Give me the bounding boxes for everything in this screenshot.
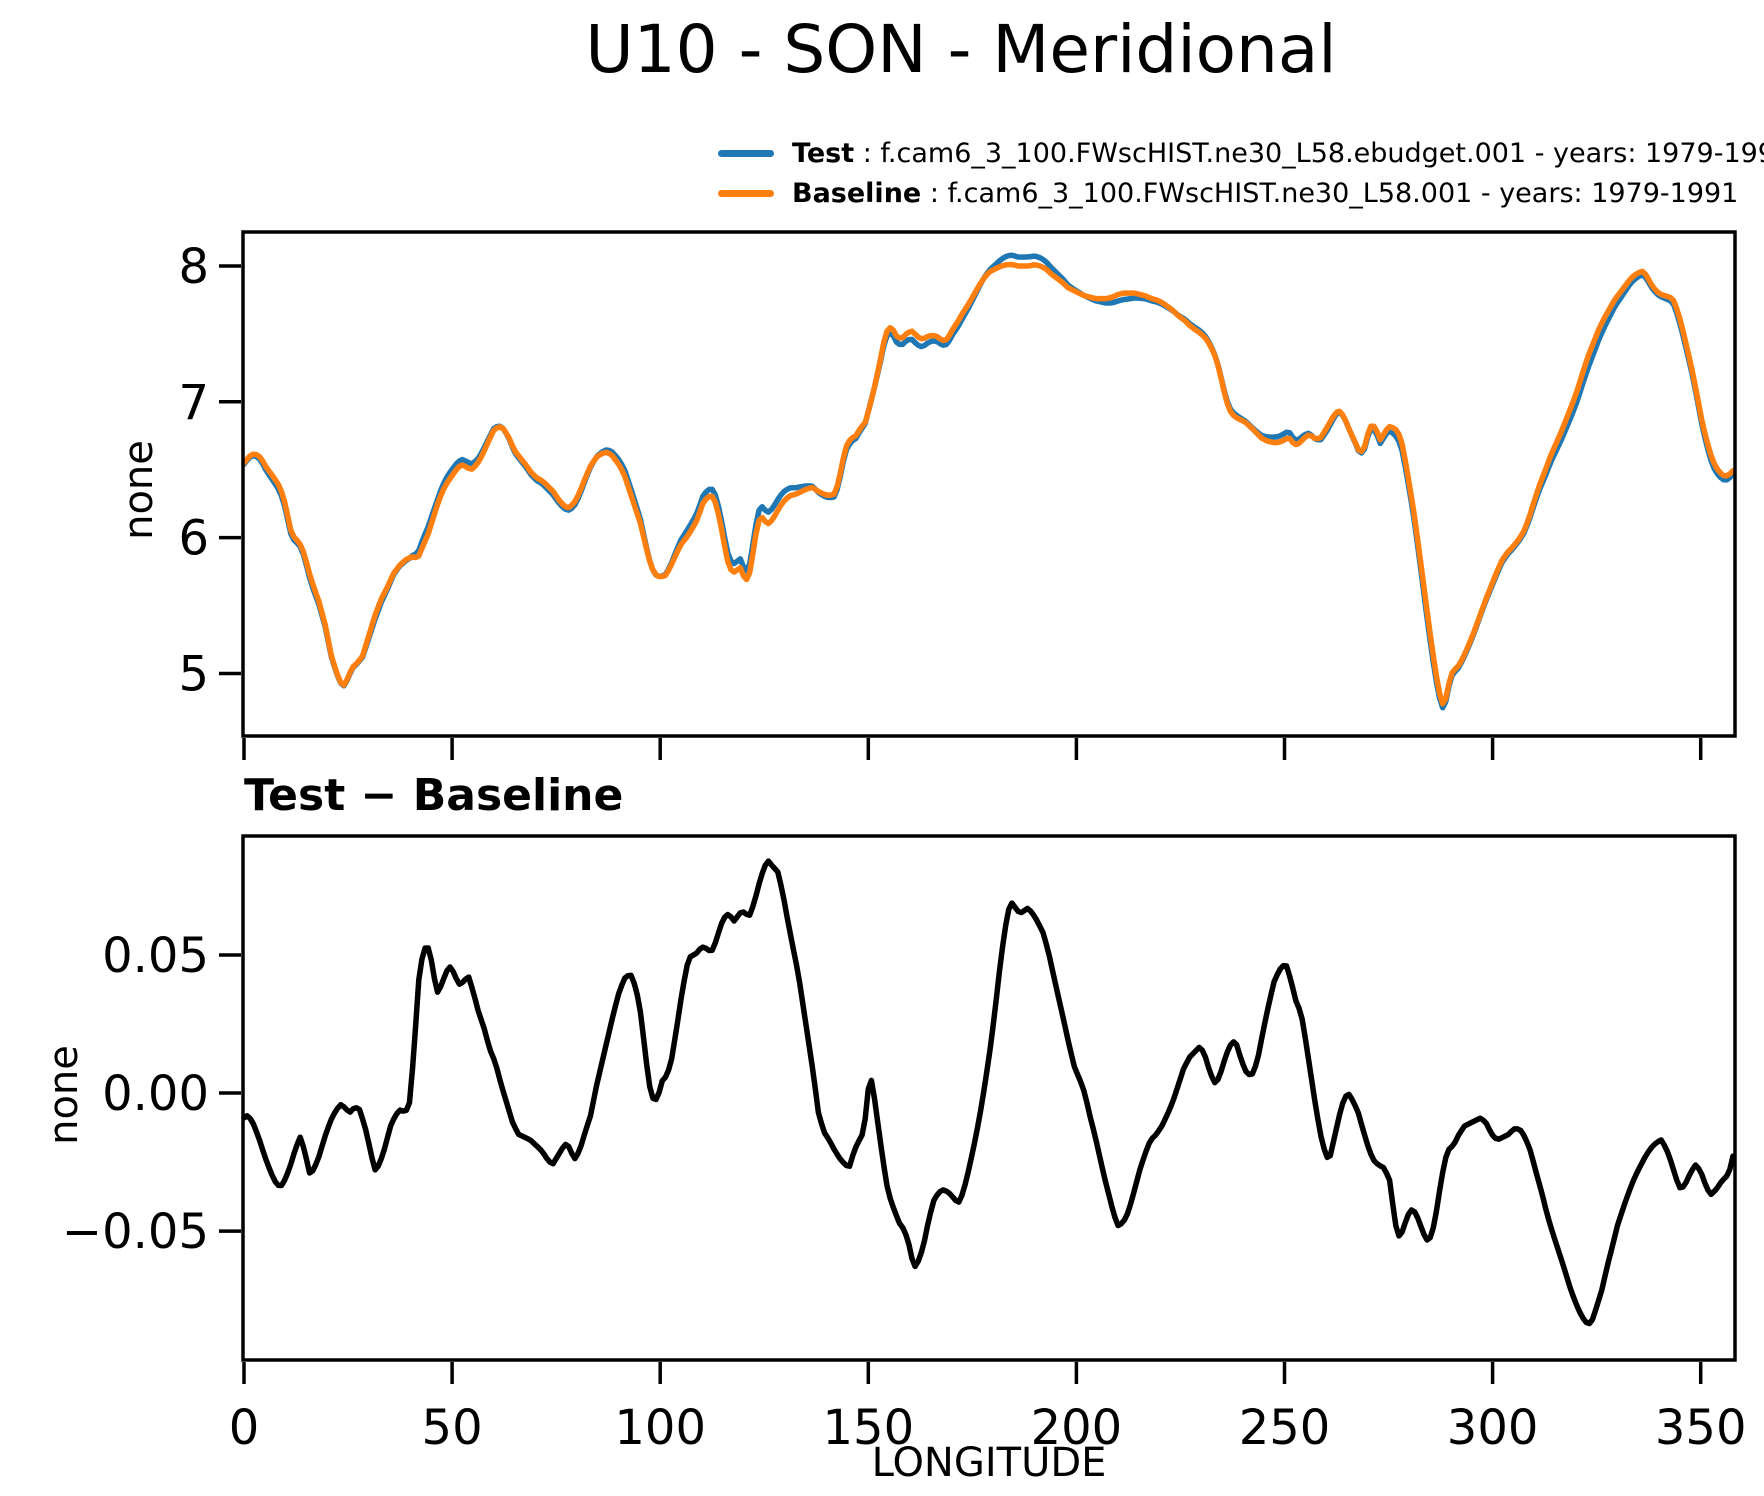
chart-title: U10 - SON - Meridional (585, 11, 1337, 88)
legend-baseline-label: Baseline (792, 177, 922, 209)
x-tick-label: 50 (422, 1400, 483, 1456)
top-chart-plot-area: 5 6 7 8 (178, 230, 1737, 760)
x-tick-label: 300 (1447, 1400, 1539, 1456)
x-tick-label: 150 (822, 1400, 914, 1456)
x-tick-label: 200 (1031, 1400, 1123, 1456)
legend-test-separator: : (854, 137, 881, 169)
legend-baseline-separator: : (921, 177, 948, 209)
legend: Test : f.cam6_3_100.FWscHIST.ne30_L58.eb… (718, 133, 1764, 213)
x-tick-label: 250 (1239, 1400, 1331, 1456)
legend-test-label: Test (792, 137, 855, 169)
x-tick-label: 0 (229, 1400, 260, 1456)
legend-baseline-run-name: f.cam6_3_100.FWscHIST.ne30_L58.001 - yea… (947, 177, 1739, 209)
difference-chart-title: Test − Baseline (244, 770, 624, 821)
y-tick-label: 7 (178, 375, 209, 431)
top-chart-y-axis-label: none (116, 440, 162, 540)
legend-entry-baseline: Baseline : f.cam6_3_100.FWscHIST.ne30_L5… (718, 173, 1764, 213)
difference-chart-plot-area: 0 50 100 150 200 250 300 350 −0.05 0.00 0.05 (62, 834, 1747, 1456)
legend-test-run-name: f.cam6_3_100.FWscHIST.ne30_L58.ebudget.0… (880, 137, 1764, 169)
y-tick-label: 5 (178, 647, 209, 703)
difference-chart-y-axis-label: none (41, 1045, 87, 1145)
y-tick-label: 8 (178, 239, 209, 295)
y-tick-label: 0.05 (102, 928, 209, 984)
legend-test-text: Test : f.cam6_3_100.FWscHIST.ne30_L58.eb… (792, 138, 1764, 169)
series-line-baseline (241, 261, 1736, 707)
y-tick-label: 6 (178, 511, 209, 567)
series-line-test-baseline (241, 858, 1736, 1327)
legend-entry-test: Test : f.cam6_3_100.FWscHIST.ne30_L58.eb… (718, 133, 1764, 173)
x-axis-label: LONGITUDE (871, 1440, 1107, 1486)
legend-baseline-text: Baseline : f.cam6_3_100.FWscHIST.ne30_L5… (792, 178, 1738, 209)
y-tick-label: 0.00 (102, 1066, 209, 1122)
baseline-line-swatch-icon (718, 189, 774, 197)
series-line-test (241, 252, 1736, 711)
y-tick-label: −0.05 (62, 1204, 209, 1260)
x-tick-label: 100 (614, 1400, 706, 1456)
test-line-swatch-icon (718, 149, 774, 157)
x-tick-label: 350 (1655, 1400, 1747, 1456)
